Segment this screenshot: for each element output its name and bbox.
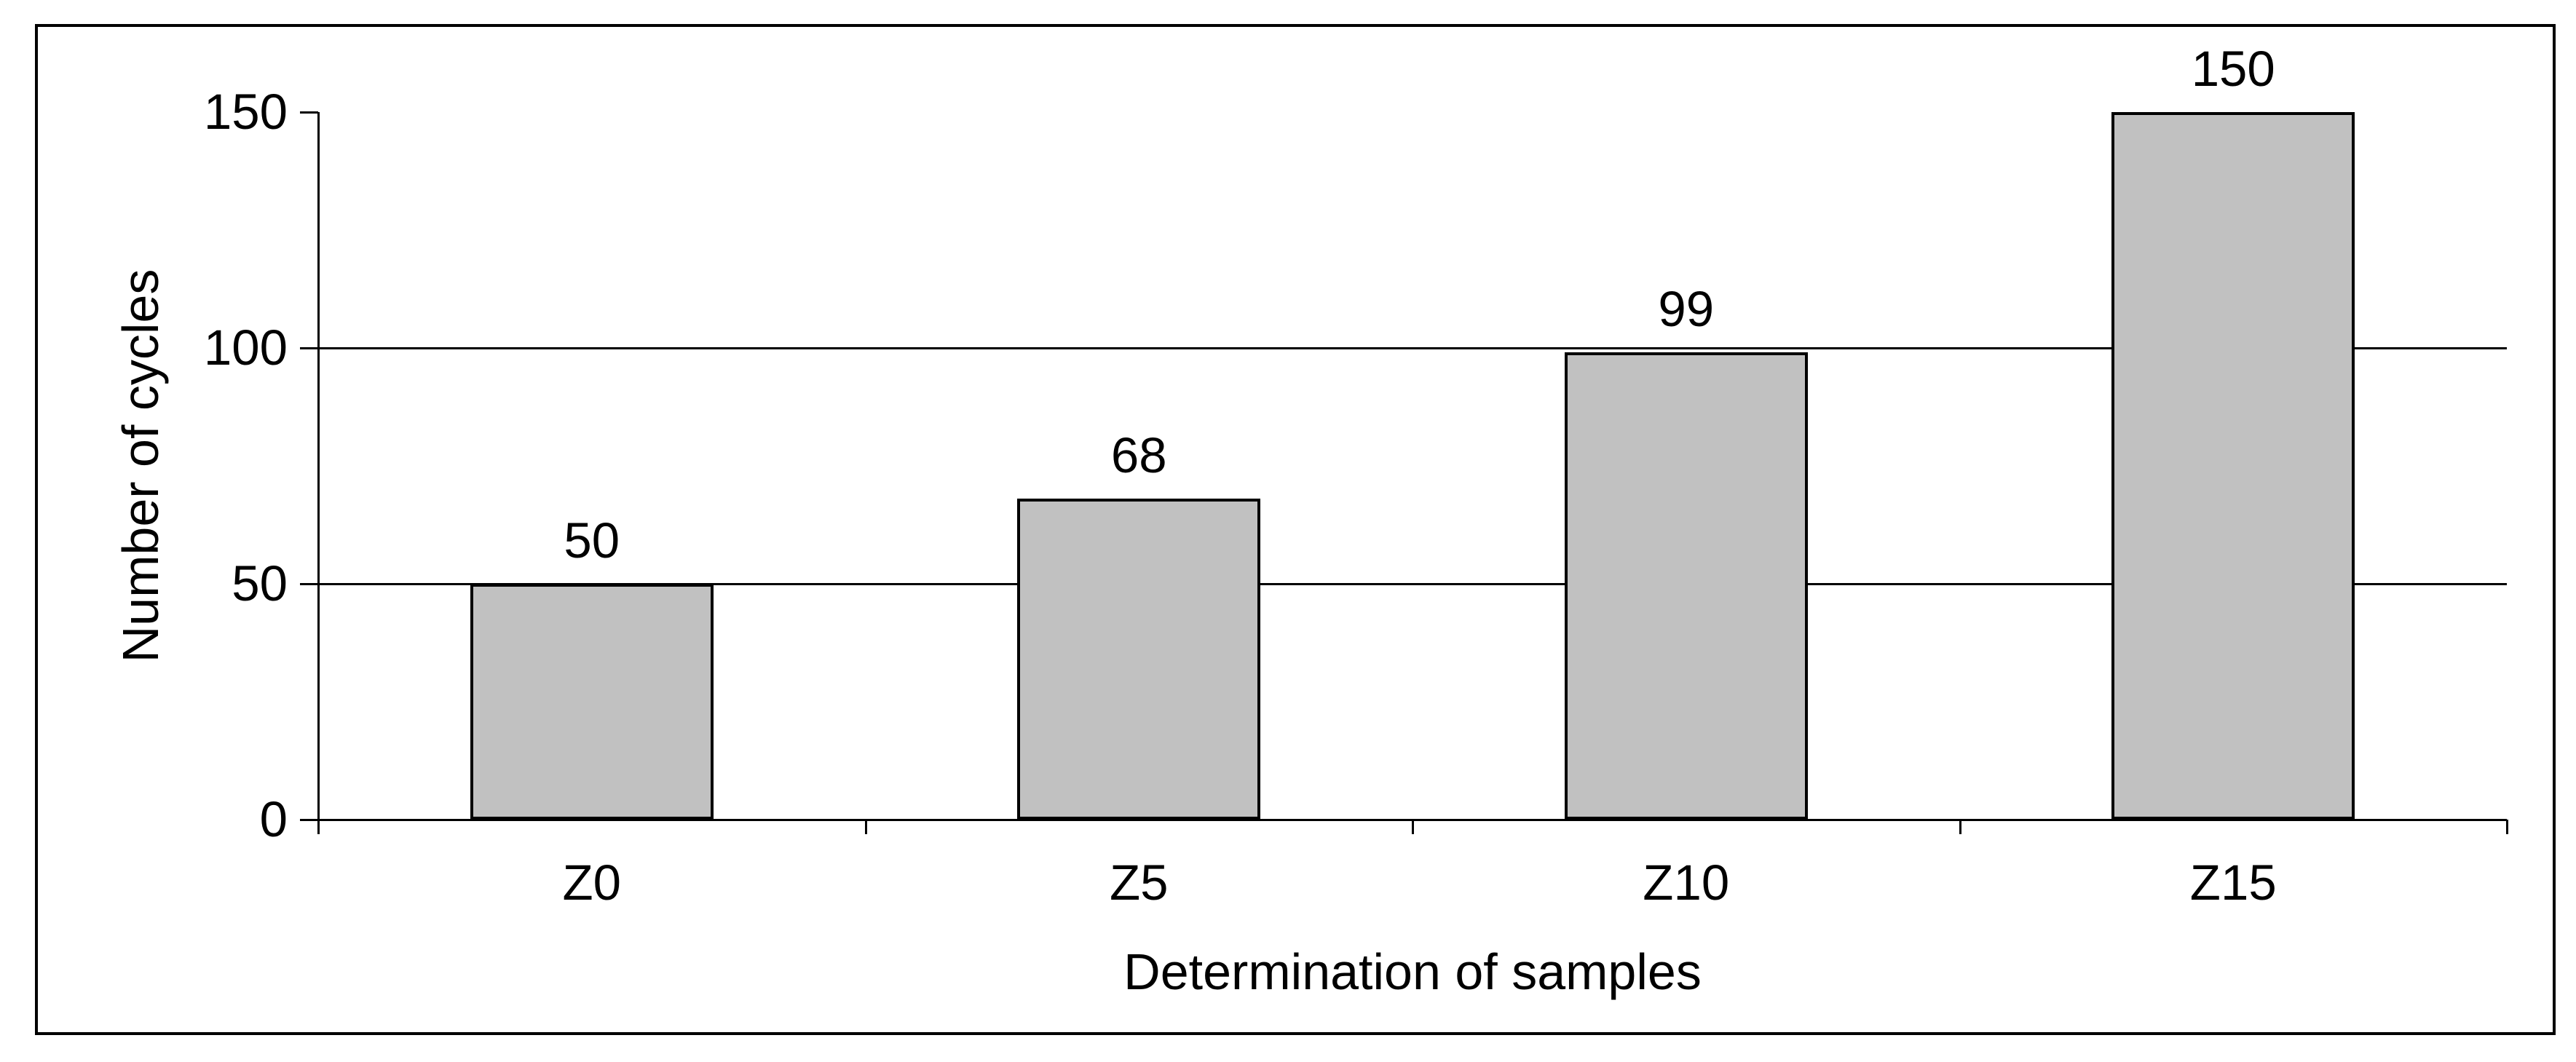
bar-value-label-Z10: 99	[1658, 281, 1715, 338]
bar-Z15	[2111, 112, 2355, 820]
y-tick-50	[300, 583, 318, 585]
category-label-Z15: Z15	[2189, 855, 2277, 911]
x-tick-1	[864, 820, 867, 834]
gridline-100	[318, 347, 2507, 349]
x-tick-3	[1959, 820, 1961, 834]
category-label-Z10: Z10	[1643, 855, 1730, 911]
x-axis-title: Determination of samples	[1123, 943, 1702, 1000]
y-tick-label-150: 150	[203, 84, 288, 140]
y-tick-label-100: 100	[203, 320, 288, 376]
y-tick-0	[300, 819, 318, 821]
category-label-Z5: Z5	[1109, 855, 1169, 911]
gridline-50	[318, 583, 2507, 585]
y-tick-label-50: 50	[232, 555, 288, 611]
bar-value-label-Z15: 150	[2191, 41, 2275, 97]
category-label-Z0: Z0	[562, 855, 622, 911]
bar-Z10	[1564, 352, 1808, 820]
bar-value-label-Z0: 50	[564, 512, 620, 568]
bar-Z0	[470, 584, 714, 820]
x-tick-2	[1412, 820, 1414, 834]
bar-value-label-Z5: 68	[1110, 427, 1167, 484]
x-tick-4	[2506, 820, 2508, 834]
y-tick-150	[300, 111, 318, 114]
y-axis-line	[317, 112, 320, 834]
y-tick-label-0: 0	[259, 791, 288, 847]
x-tick-0	[317, 820, 320, 834]
y-tick-100	[300, 347, 318, 349]
bar-Z5	[1017, 499, 1261, 820]
